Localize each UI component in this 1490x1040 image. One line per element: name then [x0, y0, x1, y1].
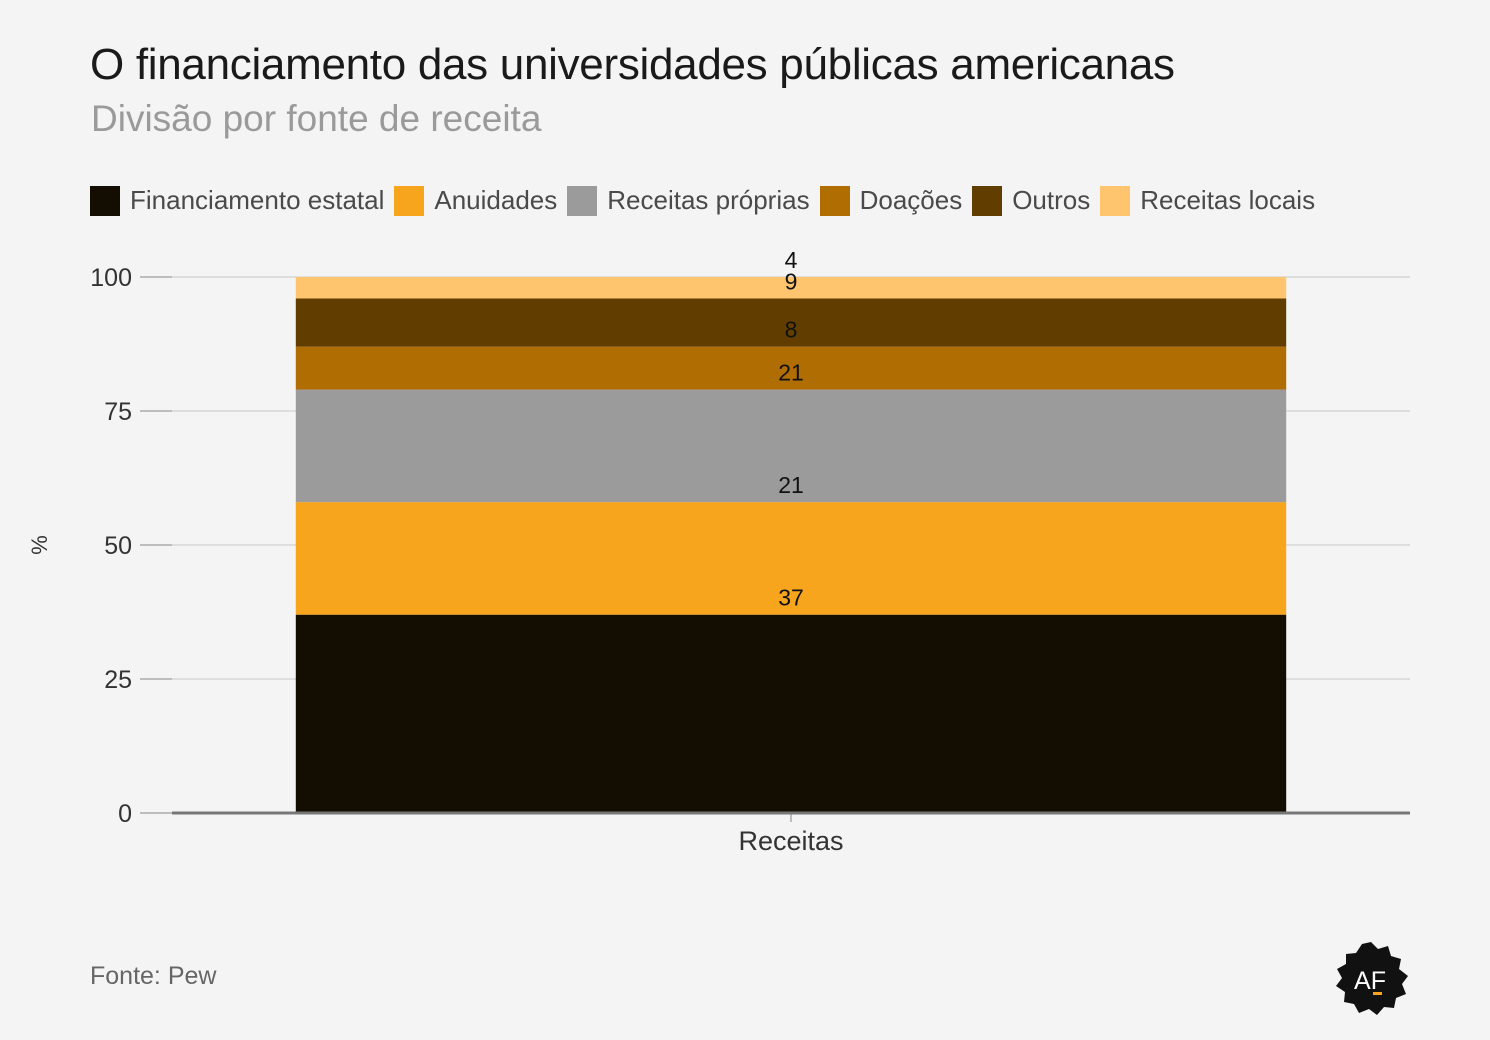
legend-swatch	[90, 185, 120, 216]
legend-swatch	[1100, 185, 1131, 216]
bar-segment	[295, 389, 1287, 503]
legend-item-receitas-proprias[interactable]: Receitas próprias	[567, 185, 810, 216]
legend-label: Financiamento estatal	[130, 185, 385, 215]
bar-segment	[295, 614, 1287, 813]
legend-label: Anuidades	[434, 185, 558, 215]
legend-item-doacoes[interactable]: Doações	[819, 185, 963, 216]
bar-segment	[295, 298, 1287, 347]
logo-badge	[1336, 942, 1408, 1015]
y-tick-label: 0	[118, 800, 132, 828]
legend-item-outros[interactable]: Outros	[972, 185, 1090, 216]
y-axis-label: %	[27, 535, 52, 555]
legend-item-financiamento-estatal[interactable]: Financiamento estatal	[90, 185, 384, 216]
brand-logo: AF	[1336, 942, 1408, 1015]
legend-item-receitas-locais[interactable]: Receitas locais	[1100, 185, 1315, 216]
y-tick-label: 25	[104, 666, 132, 694]
chart-subtitle: Divisão por fonte de receita	[91, 98, 542, 139]
bar-segment	[295, 346, 1287, 390]
data-label: 9	[785, 268, 798, 294]
legend: Financiamento estatal Anuidades Receitas…	[90, 185, 1325, 216]
chart-title: O financiamento das universidades públic…	[90, 40, 1175, 89]
bar-segment	[295, 502, 1287, 615]
data-label: 21	[778, 472, 804, 498]
logo-accent	[1373, 992, 1382, 995]
legend-swatch	[819, 185, 850, 216]
data-label: 37	[778, 585, 804, 611]
legend-label: Doações	[859, 185, 963, 215]
legend-item-anuidades[interactable]: Anuidades	[394, 185, 557, 216]
y-tick-label: 50	[104, 532, 132, 560]
data-label: 8	[785, 317, 798, 343]
y-tick-label: 100	[90, 264, 132, 292]
x-tick-label: Receitas	[738, 826, 843, 856]
bar-segment	[295, 277, 1287, 299]
legend-swatch	[567, 185, 598, 216]
source-note: Fonte: Pew	[90, 962, 217, 990]
legend-swatch	[972, 185, 1003, 216]
data-label: 4	[785, 247, 798, 273]
legend-swatch	[394, 185, 425, 216]
y-tick-label: 75	[104, 398, 132, 426]
legend-label: Outros	[1012, 185, 1091, 215]
data-label: 21	[778, 360, 804, 386]
legend-label: Receitas próprias	[607, 185, 810, 215]
legend-label: Receitas locais	[1140, 185, 1316, 215]
logo-text: AF	[1354, 967, 1386, 995]
